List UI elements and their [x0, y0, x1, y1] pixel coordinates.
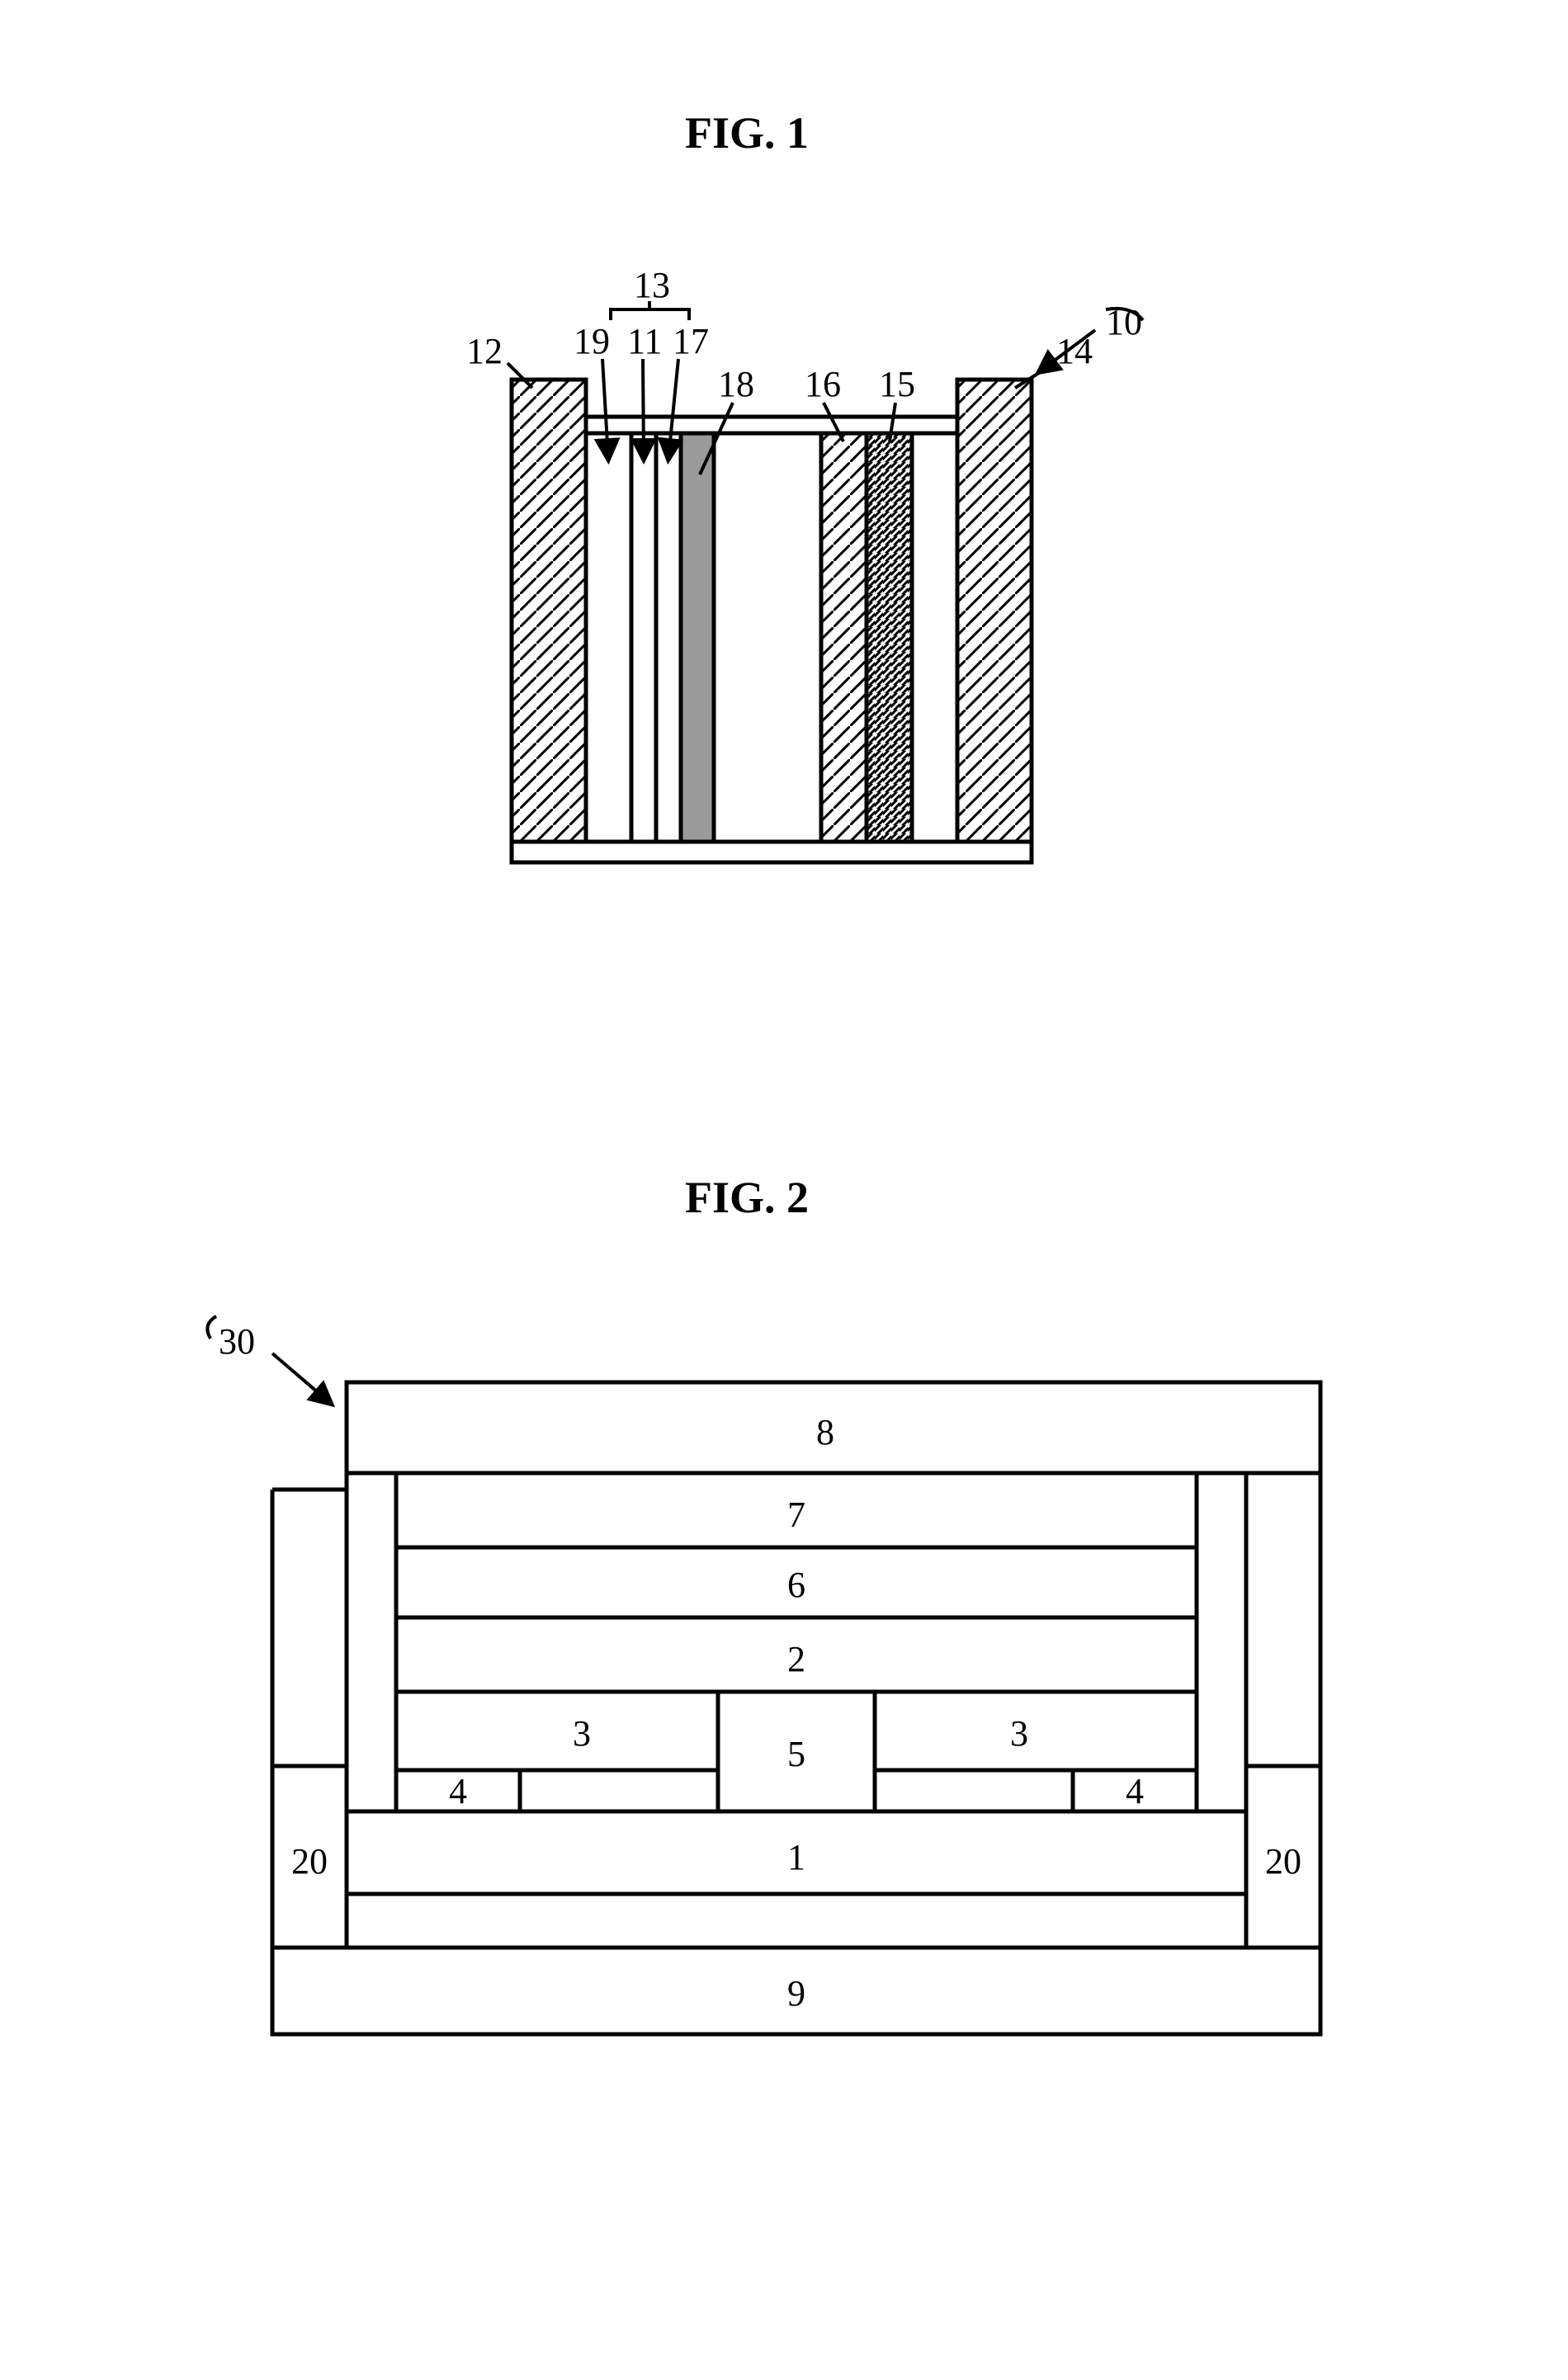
fig2-num-4l: 4 [449, 1771, 467, 1811]
fig1-wall-right-14 [957, 380, 1032, 842]
fig2-num-20l: 20 [291, 1841, 328, 1882]
fig2-num-4r: 4 [1126, 1771, 1144, 1811]
fig1-diagram: 10 12 14 13 19 11 17 18 16 15 [388, 264, 1180, 990]
fig1-label-12: 12 [466, 331, 503, 371]
fig1-layer-17 [656, 433, 681, 842]
fig2-layer-3-right [875, 1692, 1197, 1770]
fig1-label-15: 15 [879, 364, 915, 404]
fig2-diagram: 8 7 6 2 3 5 3 4 4 1 9 20 20 30 [165, 1287, 1403, 2113]
fig1-layer-18 [681, 433, 714, 842]
page: FIG. 1 10 [0, 0, 1568, 2380]
fig1-leader-14 [1015, 363, 1055, 388]
fig1-layer-16 [821, 433, 867, 842]
fig1-label-11: 11 [627, 321, 662, 361]
fig1-gap-2 [912, 433, 957, 842]
fig2-num-1: 1 [787, 1837, 805, 1877]
fig2-num-6: 6 [787, 1565, 805, 1605]
fig2-label-30: 30 [219, 1321, 255, 1362]
fig1-label-17: 17 [673, 321, 709, 361]
fig1-wall-left-12 [512, 380, 586, 842]
fig1-leader-19 [602, 359, 608, 458]
fig1-label-13: 13 [634, 265, 670, 305]
fig1-base [512, 842, 1032, 862]
fig1-brace-13 [611, 309, 689, 320]
fig1-label-18: 18 [718, 364, 754, 404]
fig2-num-9: 9 [787, 1973, 805, 2014]
fig2-layer-3-left [396, 1692, 718, 1770]
fig2-num-5: 5 [787, 1734, 805, 1774]
fig1-leader-11 [643, 359, 644, 458]
fig2-leader-30 [272, 1353, 330, 1403]
fig2-num-8: 8 [816, 1412, 834, 1452]
fig2-num-7: 7 [787, 1495, 805, 1535]
fig2-num-3r: 3 [1010, 1713, 1028, 1754]
fig1-gap [714, 433, 821, 842]
fig1-topbar [586, 417, 957, 433]
fig1-title: FIG. 1 [685, 107, 809, 158]
fig1-layer-19 [586, 433, 631, 842]
fig1-label-16: 16 [805, 364, 841, 404]
fig2-num-3l: 3 [573, 1713, 591, 1754]
fig2-num-2: 2 [787, 1639, 805, 1679]
fig1-layer-11 [631, 433, 656, 842]
fig2-num-20r: 20 [1265, 1841, 1301, 1882]
fig1-layer-15 [867, 433, 912, 842]
fig1-leader-17 [668, 359, 678, 458]
fig1-label-14: 14 [1056, 331, 1093, 371]
fig2-leader-30-curve [207, 1316, 216, 1339]
fig1-label-19: 19 [574, 321, 610, 361]
fig2-title: FIG. 2 [685, 1172, 809, 1223]
